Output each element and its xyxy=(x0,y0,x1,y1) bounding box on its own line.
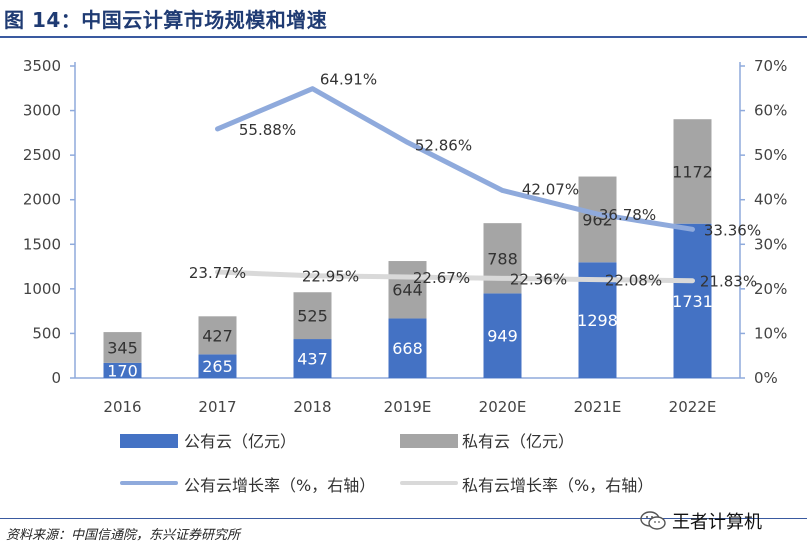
y-right-tick-label: 20% xyxy=(754,280,787,298)
bar-private xyxy=(673,119,712,224)
bar-private-label: 345 xyxy=(107,338,138,357)
bar-private xyxy=(293,292,332,340)
y-right-tick-label: 30% xyxy=(754,235,787,253)
line-private-growth-label: 22.36% xyxy=(510,270,567,288)
bar-private-label: 427 xyxy=(202,326,233,345)
x-tick-label: 2021E xyxy=(574,398,622,416)
bar-public-label: 668 xyxy=(392,339,423,358)
x-tick-label: 2022E xyxy=(669,398,717,416)
source-note: 资料来源：中国信通院，东兴证券研究所 xyxy=(6,528,241,543)
y-right-tick-label: 50% xyxy=(754,146,787,164)
y-right-tick-label: 10% xyxy=(754,324,787,342)
legend-swatch-public-line xyxy=(120,481,178,485)
bar-private-label: 525 xyxy=(297,307,328,326)
y-left-tick-label: 2500 xyxy=(23,146,61,164)
legend-swatch-public-bar xyxy=(120,434,178,448)
bar-public-label: 1731 xyxy=(672,292,713,311)
x-tick-label: 2019E xyxy=(384,398,432,416)
legend-swatch-private-line xyxy=(400,481,458,485)
line-private-growth-label: 22.67% xyxy=(413,269,470,287)
bar-private xyxy=(578,176,617,263)
chart: 0 500 1000 1500 2000 2500 3000 3500 0% 10% 20% 30% 4… xyxy=(23,57,788,416)
bar-public-label: 1298 xyxy=(577,311,618,330)
line-public-growth-label: 52.86% xyxy=(415,136,472,154)
bar-private xyxy=(198,316,237,355)
bar-private-label: 1172 xyxy=(672,162,713,181)
x-tick-label: 2020E xyxy=(479,398,527,416)
y-right-tick-label: 60% xyxy=(754,102,787,120)
watermark: 王者计算机 xyxy=(640,508,762,534)
line-private-growth xyxy=(215,269,695,284)
y-left-tick-label: 3500 xyxy=(23,57,61,75)
bar-private xyxy=(483,223,522,294)
bar-public xyxy=(483,293,522,378)
y-left-tick-label: 500 xyxy=(32,324,61,342)
bar-private-label: 644 xyxy=(392,281,423,300)
bar-public-label: 170 xyxy=(107,361,138,380)
line-private-growth-label: 23.77% xyxy=(189,264,246,282)
bar-private xyxy=(103,332,142,363)
footer-rule xyxy=(0,518,807,519)
bar-public xyxy=(673,223,712,378)
bar-public xyxy=(198,354,237,378)
wechat-icon xyxy=(640,511,666,531)
y-left-tick-label: 1500 xyxy=(23,235,61,253)
line-public-growth-label: 64.91% xyxy=(320,71,377,89)
line-private-growth-label: 22.95% xyxy=(302,268,359,286)
bar-public-label: 949 xyxy=(487,327,518,346)
legend-label-private-bar: 私有云（亿元） xyxy=(462,432,575,451)
y-right-tick-label: 40% xyxy=(754,191,787,209)
bar-public-label: 265 xyxy=(202,357,233,376)
y-right-tick-label: 0% xyxy=(754,369,778,387)
line-private-growth-label: 21.83% xyxy=(700,273,757,291)
watermark-text: 王者计算机 xyxy=(672,512,762,533)
bar-public xyxy=(103,362,142,378)
line-public-growth-label: 36.78% xyxy=(599,206,656,224)
line-public-growth-label: 33.36% xyxy=(704,221,761,239)
line-public-growth xyxy=(215,86,695,232)
y-left-tick-label: 3000 xyxy=(23,102,61,120)
y-left-tick-label: 2000 xyxy=(23,191,61,209)
title-rule xyxy=(0,36,807,38)
legend-label-public-bar: 公有云（亿元） xyxy=(184,432,297,451)
line-private-growth-label: 22.08% xyxy=(605,272,662,290)
x-tick-label: 2017 xyxy=(198,398,236,416)
line-public-growth-label: 42.07% xyxy=(522,180,579,198)
legend-label-public-line: 公有云增长率（%，右轴） xyxy=(184,476,376,495)
line-public-growth-label: 55.88% xyxy=(239,121,296,139)
x-tick-label: 2016 xyxy=(103,398,141,416)
page-title: 图 14：中国云计算市场规模和增速 xyxy=(4,8,328,32)
bar-public-label: 437 xyxy=(297,350,328,369)
x-tick-label: 2018 xyxy=(293,398,331,416)
bar-private xyxy=(388,261,427,319)
legend-label-private-line: 私有云增长率（%，右轴） xyxy=(462,476,654,495)
legend-swatch-private-bar xyxy=(400,434,458,448)
bar-public xyxy=(293,339,332,378)
y-left-tick-label: 1000 xyxy=(23,280,61,298)
y-left-tick-label: 0 xyxy=(51,369,61,387)
bar-public xyxy=(388,318,427,378)
y-right-tick-label: 70% xyxy=(754,57,787,75)
bar-private-label: 788 xyxy=(487,249,518,268)
